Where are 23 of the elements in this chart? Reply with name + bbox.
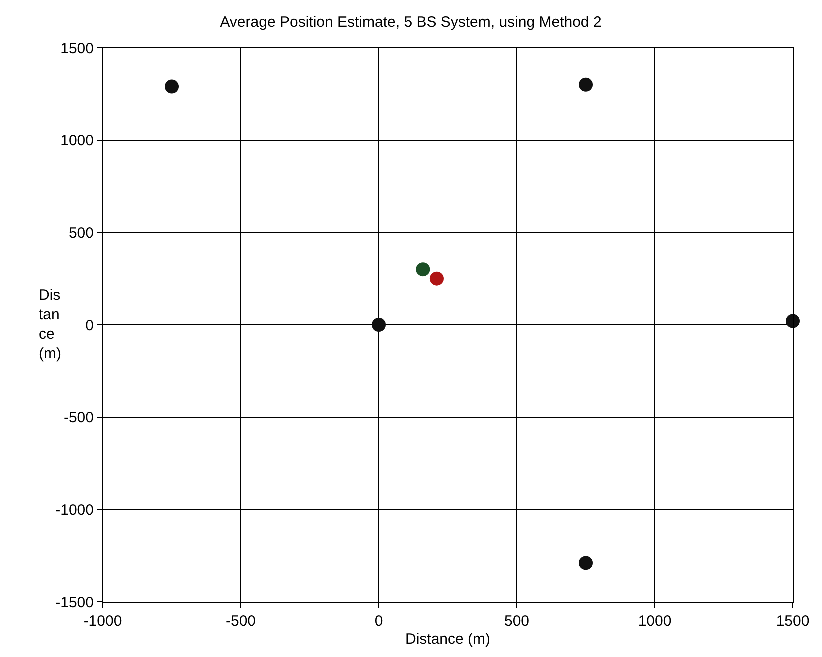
x-tick-label: 1500: [776, 613, 810, 630]
y-tick-label: 1000: [60, 132, 94, 150]
point: [416, 262, 430, 277]
chart-title: Average Position Estimate, 5 BS System, using Method 2: [220, 14, 602, 31]
y-axis-title: Dis tan ce (m): [39, 287, 62, 362]
point: [579, 556, 593, 570]
y-tick-label: -1500: [56, 594, 94, 612]
point: [786, 314, 800, 328]
point: [430, 272, 444, 286]
x-tick-label: -500: [226, 613, 256, 630]
x-tick-label: 1000: [638, 613, 672, 630]
x-tick-label: 0: [374, 613, 384, 630]
y-tick-label: 500: [68, 224, 94, 242]
point: [579, 78, 593, 92]
y-tick-label: -1000: [56, 502, 94, 519]
point: [165, 80, 179, 94]
y-tick-label: -500: [64, 410, 94, 427]
x-tick-label: -1000: [84, 613, 122, 630]
x-axis-title: Distance (m): [405, 631, 491, 648]
y-tick-label: 1500: [60, 40, 94, 58]
x-tick-label: 500: [504, 613, 530, 630]
y-tick-label: 0: [86, 317, 94, 334]
point: [372, 318, 386, 332]
